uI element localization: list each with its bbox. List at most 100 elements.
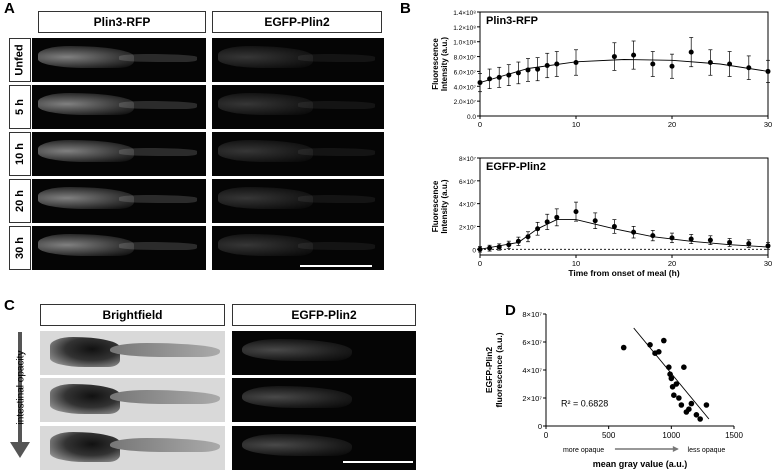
data-point	[669, 63, 675, 69]
data-point	[693, 412, 700, 418]
data-point	[535, 66, 541, 72]
data-point	[544, 62, 550, 68]
fit-curve	[479, 219, 769, 250]
plin3-rfp-image	[32, 179, 206, 223]
fish-body	[110, 438, 220, 452]
data-point	[647, 342, 653, 348]
data-point	[765, 243, 771, 249]
y-axis-title-line2: Intensity (a.u.)	[440, 37, 449, 92]
fish-intestine	[218, 234, 313, 256]
data-point	[535, 226, 541, 232]
egfp-plin2-image	[232, 378, 416, 422]
data-point	[668, 375, 675, 382]
data-point	[673, 381, 680, 387]
panel-a-header-egfp: EGFP-Plin2	[212, 11, 382, 33]
data-point	[611, 54, 617, 60]
data-point	[746, 241, 752, 247]
data-point	[703, 402, 710, 408]
data-point	[477, 246, 483, 252]
y-tick-label: 1.0×10⁸	[453, 40, 476, 47]
brightfield-image	[40, 426, 225, 470]
data-point	[525, 67, 531, 73]
data-point	[544, 219, 550, 225]
data-point	[506, 242, 512, 248]
plin3-rfp-image	[32, 132, 206, 176]
x-tick-label: 10	[572, 259, 580, 268]
data-point	[554, 214, 560, 220]
data-point	[727, 239, 733, 245]
data-point	[686, 406, 692, 412]
fish-intestine	[38, 46, 134, 68]
arrow-label-right: less opaque	[688, 447, 726, 454]
y-tick-label: 8.0×10⁷	[454, 55, 477, 62]
fish-tail	[298, 242, 376, 250]
x-tick-label: 30	[764, 259, 772, 268]
data-point	[525, 234, 531, 240]
y-axis-title-line1: EGFP-Plin2	[484, 347, 494, 394]
intestinal-opacity-label: intestinal opacity	[15, 350, 27, 425]
y-tick-label: 6.0×10⁷	[454, 69, 477, 76]
panel-letter-c: C	[4, 297, 15, 314]
egfp-plin2-image	[232, 331, 416, 375]
data-point	[487, 76, 493, 82]
y-axis-title-line1: Fluorescence	[431, 180, 440, 232]
fit-curve	[479, 59, 769, 84]
fish-intestine	[38, 93, 134, 115]
fish-body	[110, 343, 220, 357]
data-point	[667, 371, 673, 377]
data-point	[650, 61, 656, 67]
data-point	[727, 61, 733, 67]
data-point	[496, 74, 502, 80]
panel-letter-a: A	[4, 0, 15, 17]
data-point	[688, 49, 694, 55]
plin3-rfp-image	[32, 38, 206, 82]
fish-tail	[119, 101, 198, 109]
y-tick-label: 1.4×10⁸	[453, 10, 476, 17]
fish-head	[50, 337, 120, 367]
y-tick-label: 2.0×10⁷	[454, 99, 477, 106]
x-axis-title: Time from onset of meal (h)	[568, 268, 679, 278]
data-point	[661, 337, 667, 344]
chart-title: EGFP-Plin2	[486, 161, 546, 173]
row-label: 10 h	[9, 132, 31, 176]
fish-tail	[298, 195, 376, 203]
y-tick-label: 6×10⁷	[522, 338, 542, 347]
y-tick-label: 0.0	[467, 114, 476, 121]
data-point	[631, 229, 637, 235]
data-point	[515, 238, 521, 244]
egfp-plin2-image	[212, 85, 384, 129]
fish-intestine	[38, 140, 134, 162]
egfp-plin2-image	[212, 38, 384, 82]
x-tick-label: 0	[478, 259, 482, 268]
data-point	[592, 218, 598, 224]
y-tick-label: 4×10⁷	[522, 366, 542, 375]
fish-tail	[298, 101, 376, 109]
panel-letter-d: D	[505, 302, 516, 319]
data-point	[681, 364, 687, 370]
x-tick-label: 500	[602, 431, 616, 440]
fish-intestine	[218, 93, 313, 115]
data-point	[697, 416, 703, 422]
brightfield-image	[40, 378, 225, 422]
data-point	[666, 364, 672, 370]
fish-intestine	[242, 339, 352, 361]
fish-intestine	[218, 46, 313, 68]
data-point	[669, 235, 675, 241]
row-label: 30 h	[9, 226, 31, 270]
fish-head	[50, 432, 120, 462]
y-tick-label: 6×10⁷	[459, 179, 477, 186]
fish-intestine	[218, 187, 313, 209]
x-tick-label: 20	[668, 259, 676, 268]
data-point	[496, 244, 502, 250]
data-point	[573, 209, 579, 215]
x-tick-label: 20	[668, 120, 676, 129]
fish-tail	[298, 148, 376, 156]
data-point	[707, 60, 713, 66]
plot-frame	[479, 157, 769, 256]
y-tick-label: 1.2×10⁸	[453, 25, 476, 32]
chart-title: Plin3-RFP	[486, 15, 538, 27]
data-point	[688, 236, 694, 242]
fish-tail	[119, 54, 198, 62]
panel-a-header-plin3: Plin3-RFP	[38, 11, 206, 33]
y-tick-label: 4.0×10⁷	[454, 84, 477, 91]
